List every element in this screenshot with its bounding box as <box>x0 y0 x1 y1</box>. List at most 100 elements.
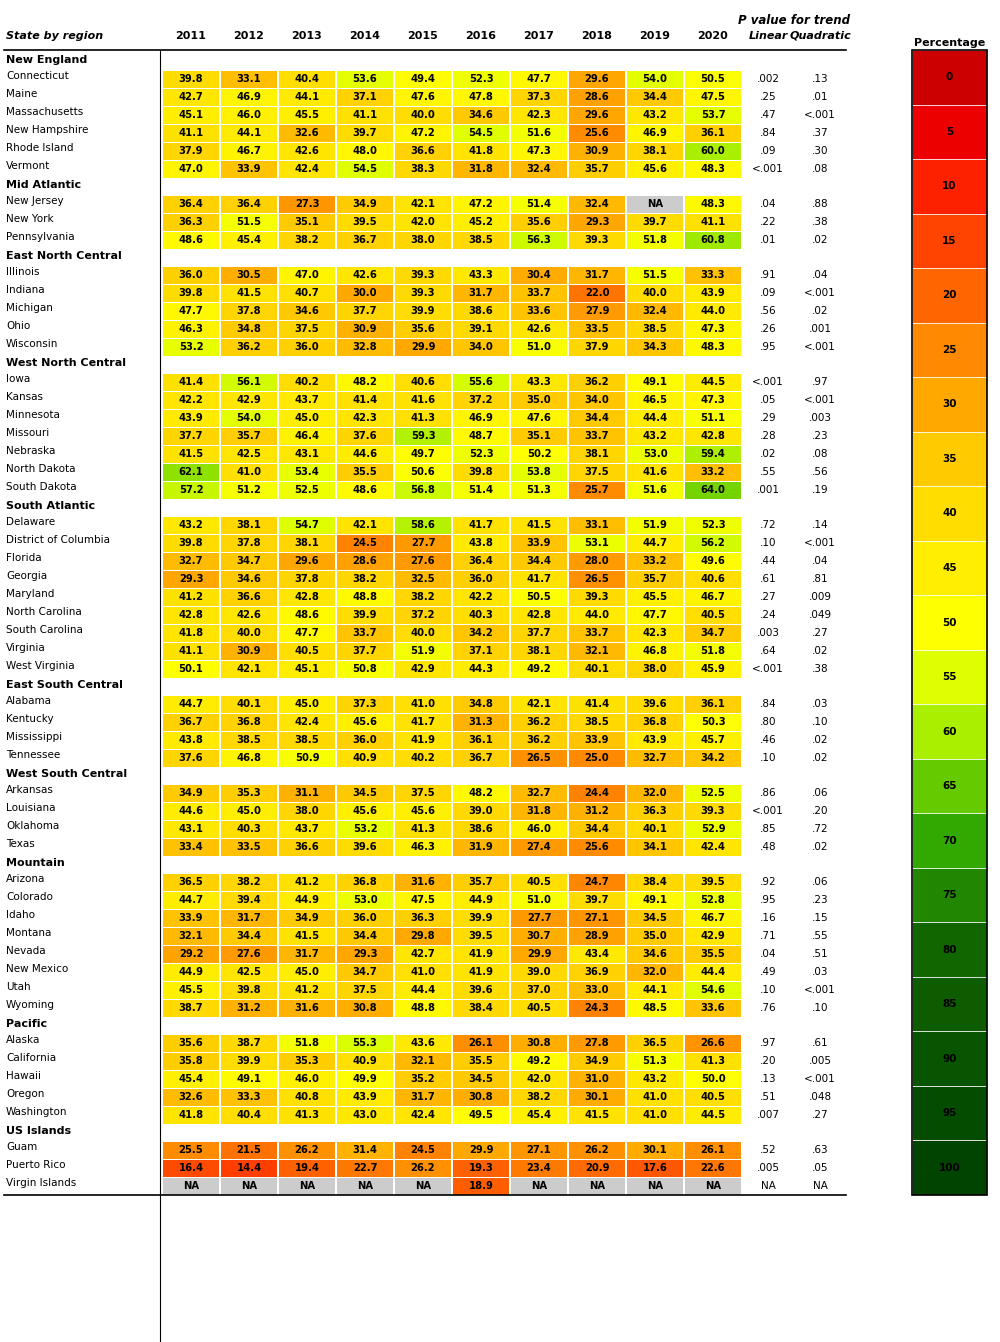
Bar <box>163 1000 219 1016</box>
Text: Connecticut: Connecticut <box>6 71 69 81</box>
Text: 47.3: 47.3 <box>701 323 725 334</box>
Text: 29.9: 29.9 <box>411 342 435 352</box>
Text: 41.9: 41.9 <box>468 949 494 960</box>
Bar <box>627 142 683 160</box>
Text: Quadratic: Quadratic <box>789 31 851 42</box>
Text: 45.5: 45.5 <box>178 985 204 994</box>
Text: .001: .001 <box>757 484 780 495</box>
Text: NA: NA <box>813 1181 827 1190</box>
Bar <box>912 213 987 268</box>
Bar <box>511 285 567 302</box>
Text: .30: .30 <box>812 146 828 156</box>
Bar <box>337 321 393 337</box>
Bar <box>627 392 683 408</box>
Bar <box>337 785 393 801</box>
Bar <box>627 1177 683 1194</box>
Text: 51.8: 51.8 <box>700 646 726 656</box>
Bar <box>685 643 741 659</box>
Text: 40: 40 <box>942 509 957 518</box>
Text: New England: New England <box>6 55 87 64</box>
Bar <box>221 161 277 177</box>
Text: 45.6: 45.6 <box>411 807 436 816</box>
Bar <box>685 1000 741 1016</box>
Text: 32.1: 32.1 <box>585 646 609 656</box>
Text: 43.8: 43.8 <box>469 538 493 548</box>
Bar <box>395 1000 451 1016</box>
Bar <box>511 302 567 319</box>
Bar <box>221 517 277 534</box>
Text: .61: .61 <box>760 574 776 584</box>
Text: .25: .25 <box>760 93 776 102</box>
Text: 35.1: 35.1 <box>295 217 319 227</box>
Bar <box>395 624 451 641</box>
Text: 40.5: 40.5 <box>701 611 725 620</box>
Bar <box>685 874 741 891</box>
Bar <box>453 1088 509 1106</box>
Bar <box>279 553 335 569</box>
Bar <box>337 463 393 480</box>
Bar <box>163 463 219 480</box>
Bar <box>627 285 683 302</box>
Text: 37.5: 37.5 <box>295 323 319 334</box>
Text: 41.0: 41.0 <box>642 1092 668 1102</box>
Text: 42.7: 42.7 <box>179 93 203 102</box>
Text: 41.5: 41.5 <box>526 519 552 530</box>
Text: 28.6: 28.6 <box>585 93 609 102</box>
Text: 41.7: 41.7 <box>411 717 436 727</box>
Bar <box>279 285 335 302</box>
Text: 38.2: 38.2 <box>527 1092 551 1102</box>
Text: 51.8: 51.8 <box>294 1037 320 1048</box>
Text: 43.8: 43.8 <box>179 735 203 745</box>
Bar <box>163 1071 219 1087</box>
Bar <box>279 1035 335 1052</box>
Text: 32.1: 32.1 <box>411 1056 435 1066</box>
Text: 53.4: 53.4 <box>295 467 319 476</box>
Bar <box>453 338 509 356</box>
Bar <box>337 731 393 749</box>
Bar <box>395 463 451 480</box>
Bar <box>221 820 277 837</box>
Text: .04: .04 <box>760 949 776 960</box>
Text: NA: NA <box>415 1181 431 1190</box>
Text: 28.9: 28.9 <box>585 931 609 941</box>
Bar <box>569 820 625 837</box>
Text: 44.9: 44.9 <box>178 968 204 977</box>
Text: .63: .63 <box>812 1145 828 1155</box>
Text: 55: 55 <box>942 672 957 682</box>
Text: 42.2: 42.2 <box>469 592 493 603</box>
Text: .61: .61 <box>812 1037 828 1048</box>
Text: 42.0: 42.0 <box>411 217 435 227</box>
Bar <box>279 142 335 160</box>
Bar <box>511 624 567 641</box>
Text: NA: NA <box>647 1181 663 1190</box>
Bar <box>163 446 219 463</box>
Bar <box>279 213 335 231</box>
Text: 49.2: 49.2 <box>527 664 551 674</box>
Text: Vermont: Vermont <box>6 161 50 170</box>
Text: 42.4: 42.4 <box>700 841 726 852</box>
Bar <box>163 1088 219 1106</box>
Text: 37.3: 37.3 <box>353 699 377 709</box>
Text: 41.5: 41.5 <box>236 289 262 298</box>
Text: 36.1: 36.1 <box>469 735 493 745</box>
Text: 33.9: 33.9 <box>527 538 551 548</box>
Text: .14: .14 <box>812 519 828 530</box>
Text: 31.4: 31.4 <box>352 1145 378 1155</box>
Bar <box>337 232 393 248</box>
Text: 58.6: 58.6 <box>411 519 435 530</box>
Bar <box>279 910 335 926</box>
Text: 47.5: 47.5 <box>411 895 435 905</box>
Bar <box>279 820 335 837</box>
Bar <box>627 803 683 820</box>
Bar <box>395 1107 451 1123</box>
Text: 45.9: 45.9 <box>701 664 725 674</box>
Text: 34.2: 34.2 <box>701 753 725 764</box>
Bar <box>163 392 219 408</box>
Text: 41.0: 41.0 <box>642 1110 668 1121</box>
Text: 51.3: 51.3 <box>643 1056 667 1066</box>
Text: 35.5: 35.5 <box>353 467 377 476</box>
Text: Montana: Montana <box>6 929 51 938</box>
Text: NA: NA <box>531 1181 547 1190</box>
Bar <box>511 607 567 624</box>
Bar <box>511 213 567 231</box>
